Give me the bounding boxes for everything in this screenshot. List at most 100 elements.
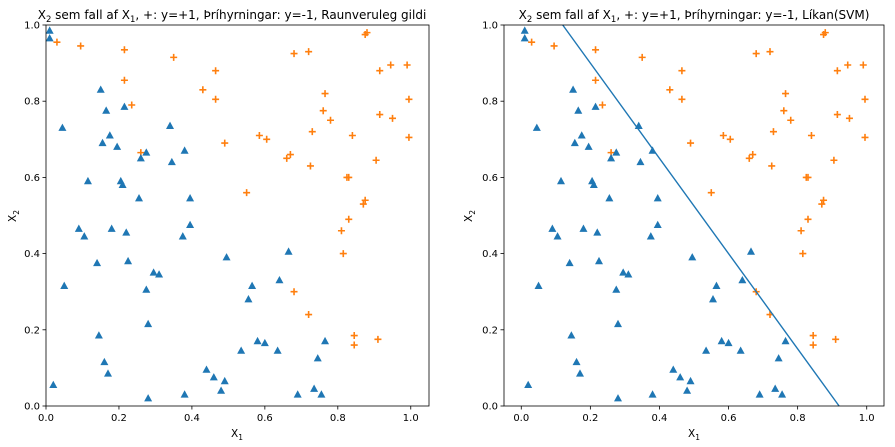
plus-point — [820, 196, 828, 204]
x-tick-label: 0.6 — [257, 413, 273, 424]
plus-point — [283, 154, 291, 162]
chart-right-frame — [503, 24, 885, 407]
plus-point — [844, 61, 852, 69]
triangle-point — [113, 142, 122, 150]
plus-point — [345, 173, 353, 181]
triangle-point — [135, 194, 144, 202]
triangle-point — [607, 154, 616, 162]
plus-point — [170, 53, 178, 61]
triangle-point — [83, 176, 92, 185]
triangle-point — [180, 390, 189, 398]
triangle-point — [702, 346, 711, 354]
plus-point — [305, 48, 313, 56]
triangle-point — [624, 270, 633, 278]
plus-point — [77, 42, 85, 50]
triangle-point — [577, 131, 586, 139]
plus-point — [797, 227, 805, 235]
plus-point — [766, 48, 774, 56]
triangle-point — [178, 232, 187, 240]
plus-point — [638, 53, 646, 61]
triangle-point — [253, 336, 262, 345]
plus-point — [212, 95, 220, 103]
triangle-point — [778, 390, 787, 398]
triangle-point — [94, 331, 103, 339]
plus-point — [363, 29, 371, 37]
triangle-point — [105, 131, 114, 139]
triangle-point — [565, 258, 574, 267]
plus-point — [403, 61, 411, 69]
plus-point — [745, 154, 753, 162]
plus-point — [212, 67, 220, 75]
plus-point — [598, 101, 606, 109]
plus-point — [327, 116, 335, 124]
triangle-point — [313, 354, 322, 362]
triangle-point — [321, 336, 330, 345]
y-tick-label: 1.0 — [482, 21, 498, 32]
plus-point — [726, 135, 734, 143]
chart-left-ylabel: X2 — [7, 210, 21, 222]
plus-point — [321, 90, 329, 98]
triangle-point — [273, 346, 282, 354]
plus-point — [350, 341, 358, 349]
plus-point — [387, 61, 395, 69]
triangle-point — [738, 275, 747, 284]
triangle-point — [557, 176, 565, 185]
triangle-point — [186, 220, 195, 229]
plus-point — [128, 101, 136, 109]
triangle-point — [220, 376, 229, 385]
y-tick-label: 0.4 — [24, 249, 40, 260]
triangle-point — [567, 331, 576, 339]
plus-point — [374, 335, 382, 343]
triangle-point — [222, 253, 231, 261]
triangle-point — [574, 106, 583, 114]
triangle-point — [572, 357, 581, 366]
plus-point — [255, 131, 263, 139]
x-tick-label: 0.0 — [513, 413, 529, 424]
chart-left-y-ticks: 0.0 0.2 0.4 0.6 0.8 1.0 — [24, 21, 46, 413]
triangle-point — [688, 253, 697, 261]
triangle-point — [570, 138, 579, 147]
plus-point — [809, 332, 817, 340]
triangle-point — [612, 285, 621, 293]
triangle-point — [717, 336, 726, 345]
triangle-point — [771, 384, 780, 392]
plus-point — [678, 95, 686, 103]
triangle-point — [747, 247, 755, 255]
plus-point — [339, 250, 347, 258]
triangle-point — [284, 247, 293, 255]
plus-point — [550, 42, 558, 50]
plus-point — [707, 189, 715, 197]
plus-point — [592, 76, 600, 84]
plus-point — [804, 173, 812, 181]
triangle-point — [118, 180, 127, 189]
chart-right-x-ticks: 0.0 0.2 0.4 0.6 0.8 1.0 — [513, 406, 875, 424]
plus-point — [305, 311, 313, 319]
plus-point — [376, 111, 384, 119]
triangle-point — [100, 357, 109, 366]
plus-point — [809, 341, 817, 349]
triangle-point — [653, 220, 662, 229]
triangle-point — [209, 373, 218, 381]
triangle-point — [686, 376, 695, 385]
plus-point — [319, 107, 327, 115]
triangle-point — [186, 194, 195, 202]
triangle-point — [60, 281, 69, 289]
triangle-point — [755, 390, 764, 398]
plus-point — [199, 86, 207, 94]
plus-point — [769, 128, 777, 136]
triangle-point — [712, 281, 721, 289]
triangle-point — [646, 232, 655, 240]
triangle-point — [612, 148, 621, 156]
plus-point — [372, 156, 380, 164]
triangle-point — [576, 369, 584, 377]
triangle-point — [74, 224, 83, 232]
plus-point — [768, 162, 776, 170]
chart-right-y-ticks: 0.0 0.2 0.4 0.6 0.8 1.0 — [482, 21, 504, 413]
plus-point — [361, 196, 369, 204]
plus-point — [719, 131, 727, 139]
triangle-point — [144, 394, 153, 402]
triangle-point — [122, 228, 131, 236]
triangle-point — [636, 157, 645, 166]
x-tick-label: 0.4 — [184, 413, 200, 424]
